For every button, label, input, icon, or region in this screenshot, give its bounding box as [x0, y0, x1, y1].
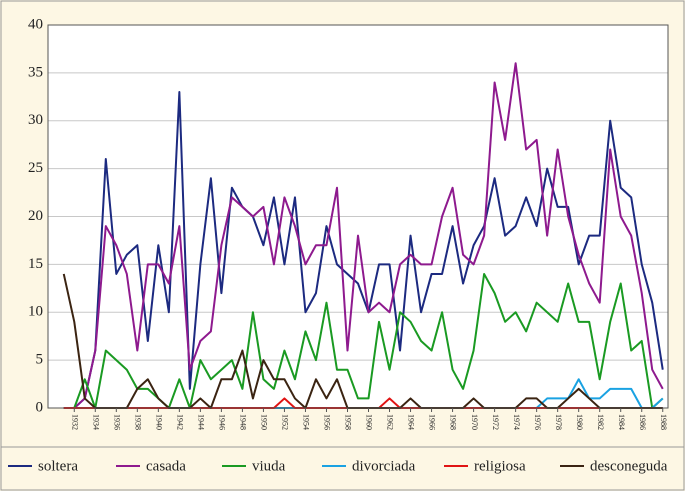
- y-tick-label: 20: [28, 208, 43, 224]
- x-tick-label: 1952: [281, 414, 290, 430]
- y-tick-label: 25: [28, 160, 43, 176]
- x-tick-label: 1984: [617, 414, 626, 430]
- x-tick-label: 1940: [154, 414, 163, 430]
- x-tick-label: 1964: [407, 414, 416, 430]
- x-tick-label: 1972: [491, 414, 500, 430]
- x-tick-label: 1962: [386, 414, 395, 430]
- legend-label: desconeguda: [590, 458, 668, 474]
- legend-label: casada: [146, 458, 186, 474]
- x-tick-label: 1966: [428, 414, 437, 430]
- y-tick-label: 40: [28, 16, 43, 32]
- x-tick-label: 1936: [112, 414, 121, 430]
- x-tick-label: 1938: [133, 414, 142, 430]
- x-tick-label: 1950: [260, 414, 269, 430]
- series-line: [63, 91, 664, 409]
- legend-label: religiosa: [474, 458, 526, 474]
- y-tick-label: 15: [28, 256, 43, 272]
- series-line: [63, 62, 664, 409]
- legend-label: soltera: [38, 458, 78, 474]
- x-tick-label: 1932: [70, 414, 79, 430]
- plot-frame: [47, 24, 669, 409]
- y-tick-label: 5: [36, 352, 44, 368]
- x-tick-label: 1988: [659, 414, 668, 430]
- legend: soltera casada viuda divorciada religiosa des…: [8, 458, 668, 474]
- grid: [48, 24, 668, 409]
- x-tick-label: 1956: [323, 414, 332, 430]
- x-tick-label: 1982: [596, 414, 605, 430]
- legend-label: viuda: [252, 458, 286, 474]
- y-tick-label: 0: [36, 399, 44, 415]
- x-tick-label: 1954: [302, 414, 311, 430]
- x-tick-label: 1980: [575, 414, 584, 430]
- y-tick-label: 10: [28, 304, 43, 320]
- y-tick-label: 30: [28, 112, 43, 128]
- x-tick-label: 1946: [218, 414, 227, 430]
- x-tick-label: 1942: [176, 414, 185, 430]
- x-tick-label: 1974: [512, 414, 521, 430]
- x-tick-label: 1978: [554, 414, 563, 430]
- x-tick-label: 1986: [638, 414, 647, 430]
- y-tick-label: 35: [28, 64, 43, 80]
- legend-label: divorciada: [352, 458, 416, 474]
- x-tick-label: 1970: [470, 414, 479, 430]
- x-tick-label: 1944: [197, 414, 206, 430]
- x-tick-label: 1976: [533, 414, 542, 430]
- x-tick-label: 1958: [344, 414, 353, 430]
- x-tick-label: 1968: [449, 414, 458, 430]
- x-tick-label: 1934: [91, 414, 100, 430]
- x-tick-label: 1948: [239, 414, 248, 430]
- x-tick-label: 1960: [365, 414, 374, 430]
